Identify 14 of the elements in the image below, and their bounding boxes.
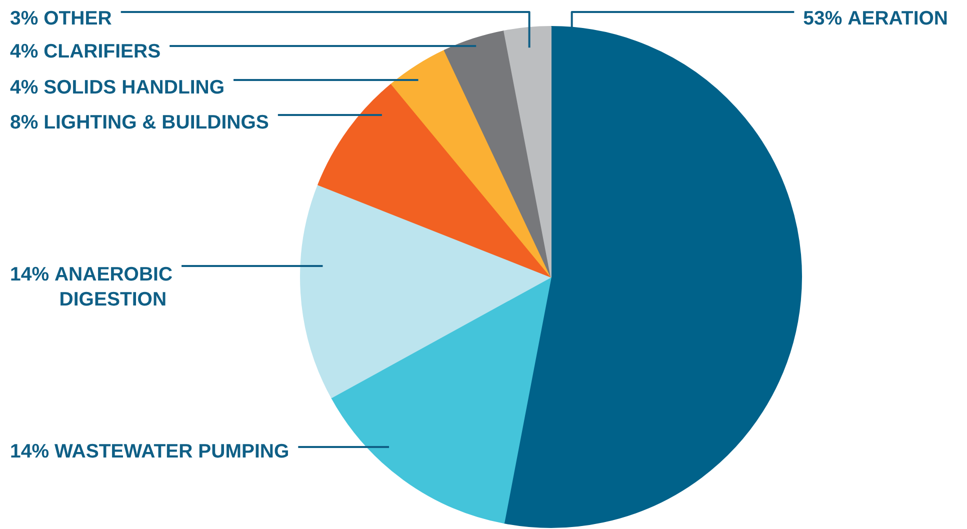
slice-label: WASTEWATER PUMPING [54,440,290,462]
data-label: 14% [10,440,50,462]
slice-label: CLARIFIERS [44,40,161,62]
slice-label: LIGHTING & BUILDINGS [44,111,269,134]
data-label: 4% [10,40,38,62]
slice-label: SOLIDS HANDLING [44,76,225,98]
data-label: 4% [10,76,38,98]
slice-label: OTHER [44,7,112,30]
slice-label: AERATION [848,7,948,30]
data-label: 8% [10,111,38,134]
data-label: 3% [10,7,38,30]
data-label: 14% [10,263,50,286]
data-label: 53% [803,7,842,30]
slice-label: ANAEROBIC DIGESTION [54,263,173,310]
